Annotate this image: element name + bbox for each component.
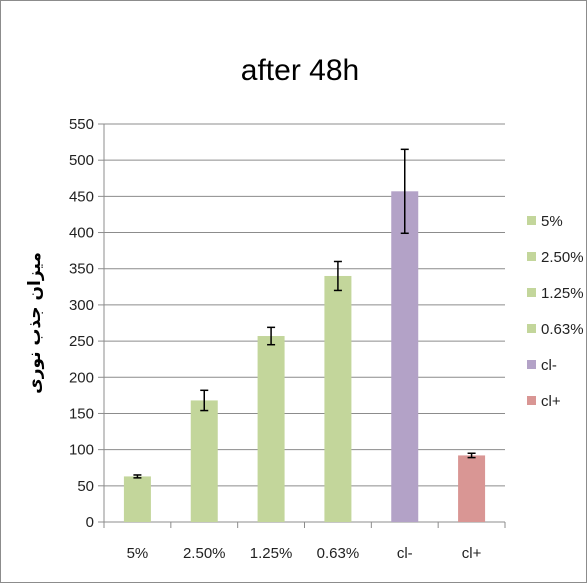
y-tick-label: 450 <box>69 188 94 205</box>
legend-entry: cl+ <box>541 393 561 410</box>
y-tick-label: 50 <box>77 478 94 495</box>
x-tick-label: cl- <box>397 545 413 562</box>
bar <box>324 275 352 522</box>
y-tick-label: 150 <box>69 405 94 422</box>
y-tick-label: 500 <box>69 152 94 169</box>
chart-title: after 48h <box>241 54 359 87</box>
gridlines <box>104 123 505 487</box>
x-tick-label: 1.25% <box>250 545 293 562</box>
legend-entry: 5% <box>541 213 563 230</box>
legend-swatch <box>527 288 536 297</box>
y-tick-label: 550 <box>69 116 94 133</box>
legend-entry: 0.63% <box>541 321 584 338</box>
y-tick-label: 200 <box>69 369 94 386</box>
y-axis-label: میزان جذب نوری <box>25 252 45 394</box>
x-tick-label: 2.50% <box>183 545 226 562</box>
legend: 5% 2.50% 1.25% 0.63% cl-cl+ <box>527 213 584 410</box>
bar <box>391 191 419 522</box>
bar <box>458 455 486 522</box>
y-tick-label: 300 <box>69 297 94 314</box>
x-tick-label: cl+ <box>462 545 482 562</box>
legend-swatch <box>527 396 536 405</box>
x-tick-label: 5% <box>127 545 149 562</box>
bar <box>257 336 285 522</box>
bar <box>190 400 218 522</box>
y-tick-label: 250 <box>69 333 94 350</box>
legend-swatch <box>527 252 536 261</box>
legend-swatch <box>527 324 536 333</box>
legend-entry: 1.25% <box>541 285 584 302</box>
axes <box>98 123 506 528</box>
legend-entry: 2.50% <box>541 249 584 266</box>
bar <box>123 476 151 522</box>
legend-entry: cl- <box>541 357 557 374</box>
x-tick-label: 0.63% <box>317 545 360 562</box>
x-tick-labels: 5% 2.50% 1.25% 0.63% cl-cl+ <box>127 545 482 562</box>
legend-swatch <box>527 360 536 369</box>
y-tick-labels: 0 50 100 150 200 250 300 350 400 450 500 550 <box>69 116 94 531</box>
y-tick-label: 350 <box>69 261 94 278</box>
y-tick-label: 0 <box>86 514 94 531</box>
bars <box>123 191 486 522</box>
y-tick-label: 400 <box>69 225 94 242</box>
legend-swatch <box>527 216 536 225</box>
error-bars <box>133 148 476 479</box>
y-tick-label: 100 <box>69 442 94 459</box>
